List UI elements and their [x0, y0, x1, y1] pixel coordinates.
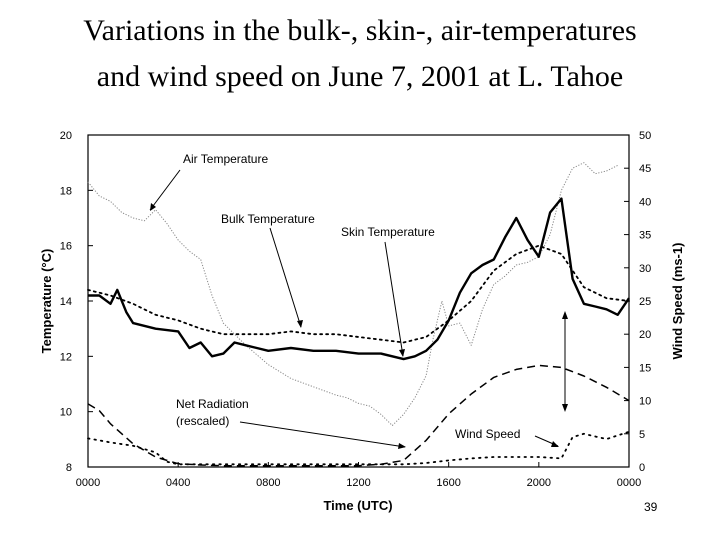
annotation-net-radiation-rescaled: (rescaled) — [176, 414, 229, 428]
page-number: 39 — [644, 500, 658, 514]
x-tick-label: 0000 — [76, 477, 100, 489]
annotation-net-radiation: Net Radiation — [176, 397, 249, 411]
right-axis-label: Wind Speed (ms-1) — [670, 243, 685, 360]
left-tick-label: 18 — [60, 185, 72, 197]
x-tick-label: 0800 — [256, 477, 280, 489]
annotation-bulk-temperature: Bulk Temperature — [221, 212, 315, 226]
slide-title-line-2: and wind speed on June 7, 2001 at L. Tah… — [96, 60, 624, 93]
annotation-arrow-net-radiation — [239, 421, 406, 448]
right-tick-label: 30 — [639, 263, 651, 275]
right-tick-label: 0 — [639, 462, 645, 474]
arrowhead-bulk-temperature — [297, 320, 303, 328]
right-tick-label: 40 — [639, 196, 651, 208]
annotation-arrow-skin-temperature — [384, 241, 404, 357]
x-tick-label: 0000 — [617, 477, 641, 489]
range-arrowhead-top — [562, 311, 568, 319]
right-tick-label: 25 — [639, 296, 651, 308]
x-axis-label: Time (UTC) — [323, 498, 392, 513]
left-tick-label: 12 — [60, 351, 72, 363]
right-tick-label: 45 — [639, 163, 651, 175]
right-tick-label: 15 — [639, 362, 651, 374]
arrowhead-skin-temperature — [399, 349, 405, 357]
temperature-wind-chart: 0000 0400 0800 1200 1600 2000 0000 8 10 12 14 16 18… — [39, 130, 685, 513]
left-axis-label: Temperature (°C) — [39, 249, 54, 354]
right-tick-label: 20 — [639, 329, 651, 341]
left-tick-label: 20 — [60, 130, 72, 142]
annotation-skin-temperature: Skin Temperature — [341, 225, 435, 239]
series-skin-temperature — [88, 197, 630, 361]
series-air-temperature — [87, 162, 618, 426]
right-tick-label: 35 — [639, 230, 651, 242]
series-layer — [87, 162, 630, 467]
series-wind-speed — [87, 364, 630, 467]
x-axis-ticks: 0000 0400 0800 1200 1600 2000 0000 — [76, 462, 641, 489]
annotation-wind-speed: Wind Speed — [455, 427, 520, 441]
x-tick-label: 2000 — [527, 477, 551, 489]
annotation-air-temperature: Air Temperature — [183, 152, 268, 166]
x-tick-label: 1200 — [346, 477, 370, 489]
slide-title: Variations in the bulk-, skin-, air-temp… — [0, 8, 720, 100]
right-tick-label: 5 — [639, 429, 645, 441]
left-axis-ticks: 8 10 12 14 16 18 20 — [60, 130, 93, 474]
right-tick-label: 10 — [639, 396, 651, 408]
right-axis-ticks: 0 5 10 15 20 25 30 35 40 45 50 — [624, 130, 651, 474]
arrowhead-net-radiation — [398, 443, 406, 449]
right-tick-label: 50 — [639, 130, 651, 142]
left-tick-label: 8 — [66, 462, 72, 474]
arrowhead-wind-speed — [551, 441, 559, 447]
arrowhead-air-temperature — [150, 203, 156, 211]
annotation-arrow-bulk-temperature — [269, 227, 302, 328]
range-arrowhead-bottom — [562, 404, 568, 412]
x-tick-label: 0400 — [166, 477, 190, 489]
x-tick-label: 1600 — [436, 477, 460, 489]
annotation-arrow-air-temperature — [149, 169, 181, 211]
slide-title-line-1: Variations in the bulk-, skin-, air-temp… — [83, 14, 637, 47]
series-bulk-temperature — [87, 244, 630, 344]
left-tick-label: 16 — [60, 241, 72, 253]
series-net-radiation-rescaled — [87, 430, 630, 466]
left-tick-label: 10 — [60, 407, 72, 419]
left-tick-label: 14 — [60, 296, 72, 308]
